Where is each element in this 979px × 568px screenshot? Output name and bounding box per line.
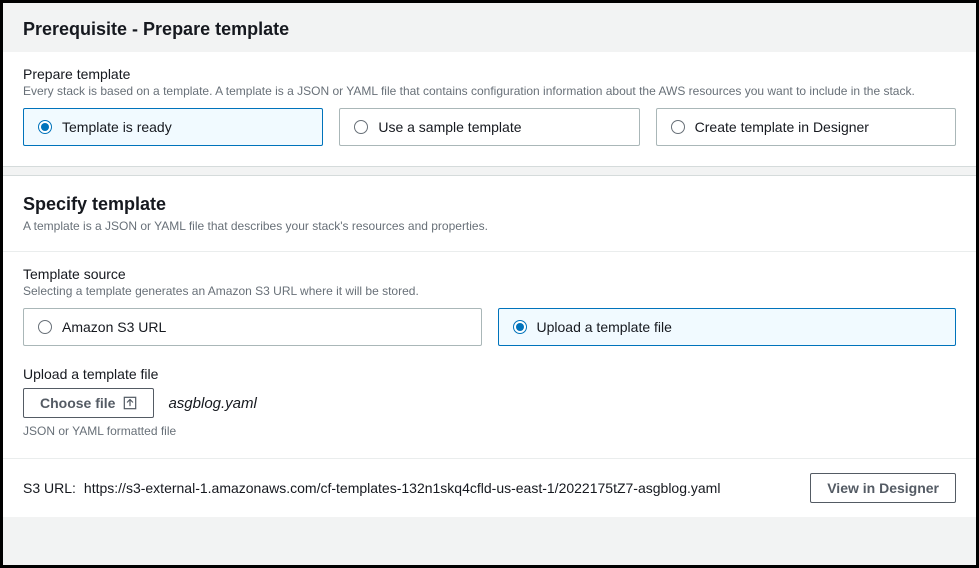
radio-icon <box>513 320 527 334</box>
uploaded-filename: asgblog.yaml <box>168 395 256 412</box>
option-label: Amazon S3 URL <box>62 319 166 335</box>
upload-hint: JSON or YAML formatted file <box>23 424 956 438</box>
template-source-hint: Selecting a template generates an Amazon… <box>23 284 956 298</box>
prepare-template-options: Template is ready Use a sample template … <box>23 108 956 146</box>
upload-template-block: Upload a template file Choose file asgbl… <box>23 366 956 438</box>
upload-icon <box>123 396 137 410</box>
s3-url-label: S3 URL: <box>23 480 76 496</box>
view-button-label: View in Designer <box>827 480 939 496</box>
radio-icon <box>38 320 52 334</box>
prepare-template-hint: Every stack is based on a template. A te… <box>23 84 956 98</box>
view-in-designer-button[interactable]: View in Designer <box>810 473 956 503</box>
choose-file-row: Choose file asgblog.yaml <box>23 388 956 418</box>
template-source-options: Amazon S3 URL Upload a template file <box>23 308 956 346</box>
radio-icon <box>671 120 685 134</box>
radio-icon <box>354 120 368 134</box>
s3-footer: S3 URL: https://s3-external-1.amazonaws.… <box>3 458 976 517</box>
option-label: Upload a template file <box>537 319 672 335</box>
option-s3-url[interactable]: Amazon S3 URL <box>23 308 482 346</box>
option-label: Use a sample template <box>378 119 521 135</box>
option-label: Create template in Designer <box>695 119 869 135</box>
prepare-template-label: Prepare template <box>23 66 956 82</box>
choose-file-button[interactable]: Choose file <box>23 388 154 418</box>
option-template-ready[interactable]: Template is ready <box>23 108 323 146</box>
section-divider <box>3 166 976 176</box>
template-source-label: Template source <box>23 266 956 282</box>
prerequisite-header: Prerequisite - Prepare template <box>3 3 976 52</box>
s3-url-value: https://s3-external-1.amazonaws.com/cf-t… <box>84 480 721 496</box>
option-label: Template is ready <box>62 119 172 135</box>
option-create-designer[interactable]: Create template in Designer <box>656 108 956 146</box>
template-source-panel: Template source Selecting a template gen… <box>3 251 976 458</box>
prerequisite-title: Prerequisite - Prepare template <box>23 19 956 40</box>
choose-file-label: Choose file <box>40 395 115 411</box>
radio-icon <box>38 120 52 134</box>
specify-template-header: Specify template A template is a JSON or… <box>3 176 976 251</box>
specify-title: Specify template <box>23 194 956 215</box>
upload-label: Upload a template file <box>23 366 956 382</box>
option-upload-file[interactable]: Upload a template file <box>498 308 957 346</box>
specify-subtitle: A template is a JSON or YAML file that d… <box>23 219 956 233</box>
cloudformation-create-stack: Prerequisite - Prepare template Prepare … <box>3 3 976 517</box>
option-sample-template[interactable]: Use a sample template <box>339 108 639 146</box>
s3-url-line: S3 URL: https://s3-external-1.amazonaws.… <box>23 480 720 496</box>
prepare-template-panel: Prepare template Every stack is based on… <box>3 52 976 166</box>
